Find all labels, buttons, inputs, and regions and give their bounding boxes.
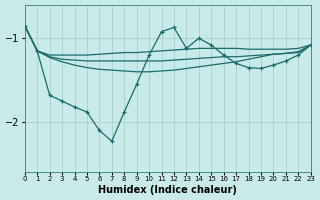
X-axis label: Humidex (Indice chaleur): Humidex (Indice chaleur) (98, 185, 237, 195)
